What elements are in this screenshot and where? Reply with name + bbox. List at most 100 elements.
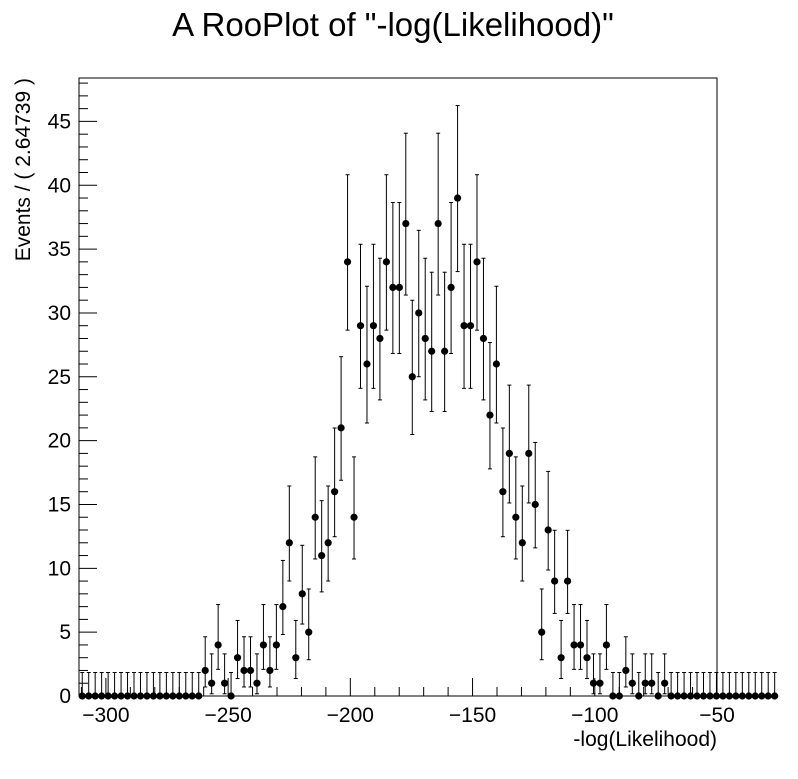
data-point — [712, 692, 721, 700]
data-point — [641, 679, 649, 687]
data-point — [208, 679, 216, 687]
data-point — [246, 666, 255, 675]
data-point — [324, 539, 332, 547]
data-point — [441, 347, 449, 355]
data-point — [661, 679, 669, 687]
data-point — [505, 449, 513, 457]
data-point — [421, 334, 429, 343]
data-point — [648, 679, 656, 687]
data-point — [764, 692, 772, 700]
data-point — [428, 347, 436, 355]
x-tick-label: −300 — [82, 704, 129, 727]
data-point — [447, 283, 455, 292]
data-point — [719, 692, 727, 700]
data-point — [551, 577, 559, 585]
data-point — [699, 692, 708, 700]
data-point — [201, 666, 209, 675]
data-point — [298, 590, 306, 598]
data-points — [78, 194, 779, 700]
data-point — [693, 692, 701, 700]
data-point — [285, 539, 293, 547]
data-point — [395, 283, 403, 292]
axis-ticks — [79, 82, 718, 697]
data-point — [214, 641, 222, 649]
data-point — [732, 692, 740, 700]
y-tick-label: 30 — [48, 302, 71, 325]
data-point — [492, 360, 501, 368]
data-point — [389, 283, 397, 292]
data-point — [738, 692, 746, 700]
data-point — [589, 679, 598, 687]
data-point — [570, 641, 578, 649]
x-axis-label: -log(Likelihood) — [573, 728, 717, 751]
data-point — [725, 692, 733, 700]
data-point — [356, 322, 365, 330]
data-point — [473, 258, 481, 266]
data-point — [233, 654, 242, 662]
data-point — [130, 692, 138, 700]
data-point — [162, 692, 170, 700]
data-point — [557, 654, 565, 662]
data-point — [453, 194, 462, 202]
data-point — [531, 500, 539, 509]
data-point — [337, 424, 345, 432]
data-point — [518, 539, 526, 547]
data-point — [156, 692, 164, 700]
y-tick-label: 10 — [48, 557, 71, 580]
data-point — [259, 641, 268, 649]
data-point — [745, 692, 753, 700]
data-point — [136, 692, 145, 700]
axis-tick-labels: −300 −250 −200 −150 −100 −50 0 5 10 15 20 25 30 35 40 4… — [48, 110, 735, 727]
data-point — [266, 666, 274, 675]
data-point — [182, 692, 190, 700]
data-point — [104, 692, 112, 700]
data-point — [117, 692, 125, 700]
data-point — [350, 513, 358, 521]
data-point — [499, 488, 507, 496]
chart-title: A RooPlot of "-log(Likelihood)" — [172, 6, 614, 43]
data-point — [596, 679, 604, 687]
y-tick-label: 5 — [59, 621, 71, 644]
y-tick-label: 25 — [48, 366, 71, 389]
data-point — [331, 488, 339, 496]
plot-frame — [78, 77, 718, 697]
data-point — [635, 692, 643, 700]
data-point — [654, 692, 662, 700]
data-point — [292, 654, 300, 662]
data-point — [512, 513, 520, 521]
data-point — [169, 692, 177, 700]
data-point — [149, 692, 158, 700]
data-point — [188, 692, 196, 700]
data-point — [363, 360, 371, 368]
data-point — [227, 692, 235, 700]
data-point — [486, 411, 494, 419]
data-point — [415, 309, 423, 317]
data-point — [538, 628, 546, 636]
data-point — [622, 666, 630, 675]
x-tick-label: −150 — [449, 704, 496, 727]
data-point — [253, 679, 261, 687]
data-point — [272, 641, 280, 649]
data-point — [221, 679, 229, 687]
data-point — [563, 577, 572, 585]
y-tick-label: 35 — [48, 238, 71, 261]
data-point — [460, 322, 468, 330]
data-point — [544, 526, 552, 534]
data-point — [123, 692, 132, 700]
data-point — [91, 692, 99, 700]
data-point — [525, 449, 533, 457]
data-point — [279, 603, 287, 611]
data-point — [466, 322, 475, 330]
data-point — [305, 628, 313, 636]
x-tick-label: −250 — [204, 704, 251, 727]
y-tick-label: 20 — [48, 430, 71, 453]
error-bars — [79, 105, 778, 697]
data-point — [195, 692, 203, 700]
data-point — [583, 654, 591, 662]
data-point — [98, 692, 106, 700]
data-point — [110, 692, 119, 700]
data-point — [85, 692, 93, 700]
data-point — [674, 692, 682, 700]
data-point — [376, 334, 384, 343]
